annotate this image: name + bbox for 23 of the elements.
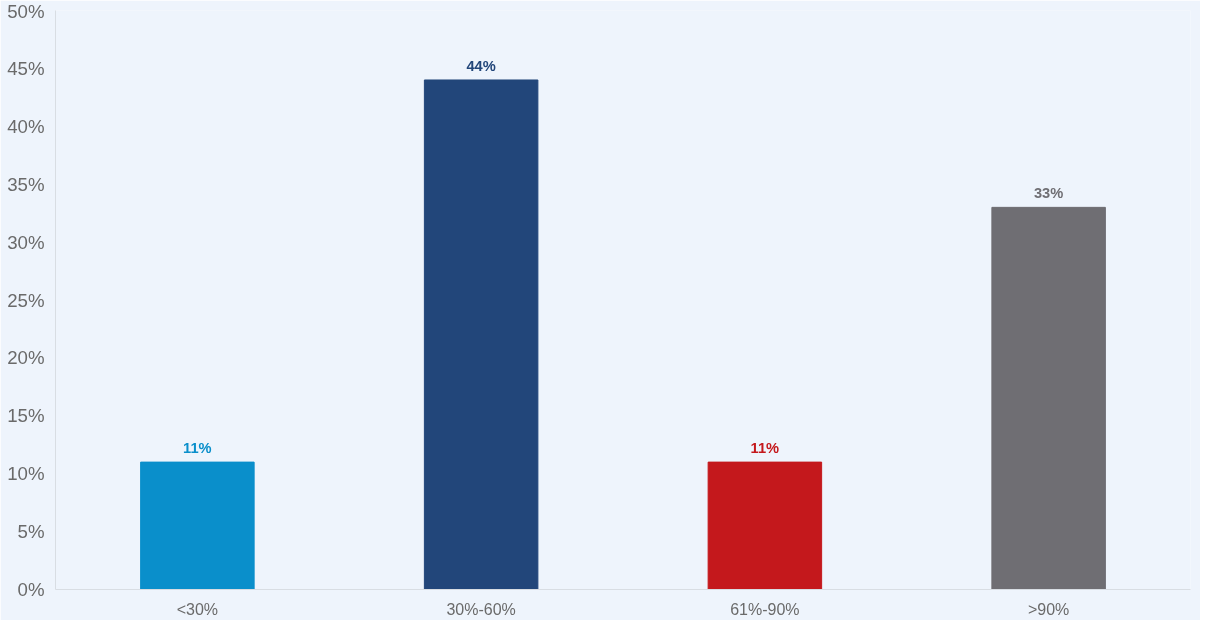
y-tick-label: 30% bbox=[7, 231, 45, 253]
y-tick-label: 0% bbox=[17, 579, 45, 600]
bar bbox=[991, 206, 1106, 590]
bar bbox=[423, 79, 539, 590]
x-tick-label: <30% bbox=[176, 600, 219, 618]
y-tick-label: 10% bbox=[7, 463, 45, 485]
x-tick-label: 61%-90% bbox=[730, 600, 800, 618]
y-tick-label: 5% bbox=[17, 521, 45, 543]
y-tick-label: 25% bbox=[7, 289, 45, 311]
x-tick-label: >90% bbox=[1027, 600, 1070, 618]
y-tick-label: 15% bbox=[7, 405, 45, 427]
y-tick-label: 20% bbox=[7, 347, 45, 369]
bar bbox=[140, 461, 255, 590]
data-label: 44% bbox=[466, 57, 496, 74]
y-tick-label: 45% bbox=[7, 57, 45, 79]
data-label: 11% bbox=[750, 440, 780, 457]
y-tick-label: 35% bbox=[7, 173, 45, 195]
bar bbox=[707, 461, 823, 590]
data-label: 11% bbox=[183, 440, 212, 457]
data-label: 33% bbox=[1033, 185, 1064, 202]
y-tick-label: 50% bbox=[7, 0, 45, 22]
y-tick-label: 40% bbox=[7, 115, 45, 137]
x-tick-label: 30%-60% bbox=[446, 600, 516, 618]
